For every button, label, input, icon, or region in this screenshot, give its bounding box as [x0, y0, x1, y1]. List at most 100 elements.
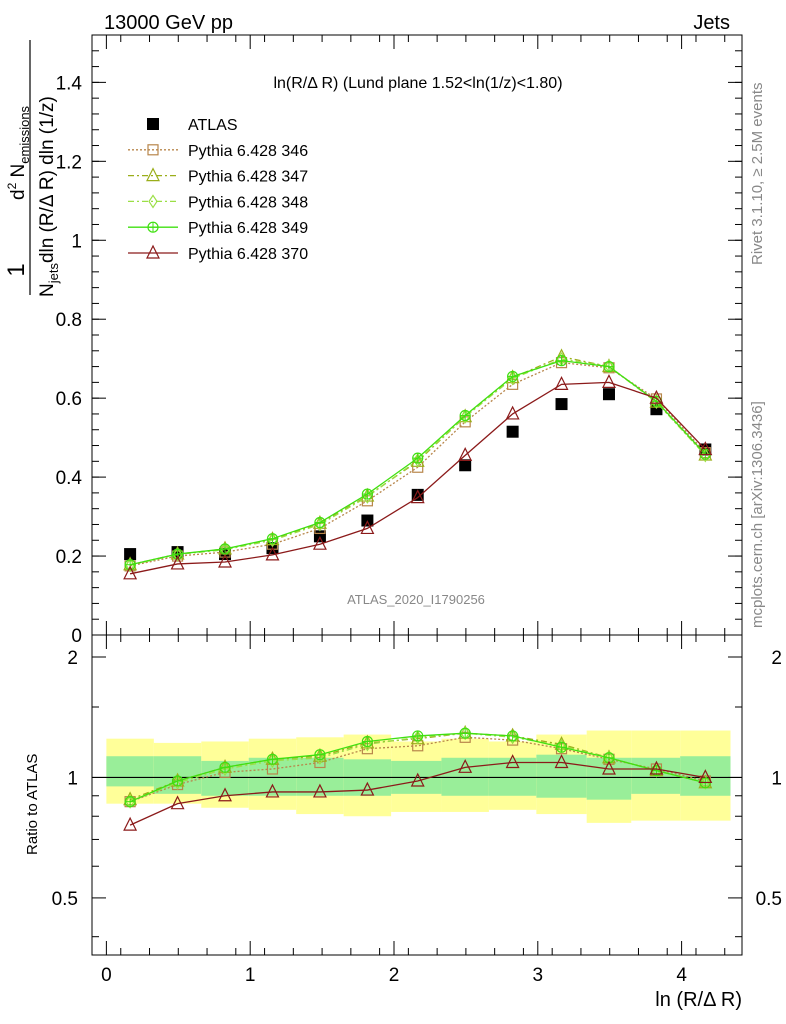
band-inner	[488, 757, 537, 796]
data-point	[170, 555, 185, 570]
series-5	[123, 374, 713, 580]
ratio-tick-label-right: 1	[771, 768, 782, 789]
data-point	[649, 389, 664, 404]
data-point	[602, 374, 616, 388]
legend-label: Pythia 6.428 348	[188, 194, 308, 211]
svg-text:Njetsdln (R/Δ R) dln (1/z): Njetsdln (R/Δ R) dln (1/z)	[37, 96, 61, 297]
ratio-tick-label-right: 0.5	[756, 889, 782, 910]
legend-entry: Pythia 6.428 346	[128, 143, 308, 160]
ratio-plot-frame	[91, 634, 743, 956]
data-point	[458, 758, 473, 773]
data-point	[700, 775, 711, 790]
band-inner	[441, 757, 489, 796]
ratio-tick-label: 2	[67, 648, 78, 669]
ratio-series-4	[123, 754, 713, 831]
data-point	[265, 783, 280, 798]
data-point	[604, 750, 614, 765]
y-tick-label: 1	[71, 231, 82, 252]
ratio-axes: 0 1 2 3 4 0.5 0.5 1 1 2 2	[52, 35, 782, 986]
y-tick-label: 1.4	[56, 73, 83, 94]
mcplots-source-label: mcplots.cern.ch [arXiv:1306.3436]	[749, 401, 766, 628]
data-point	[362, 489, 373, 504]
analysis-watermark: ATLAS_2020_I1790256	[347, 592, 485, 607]
legend-entry: Pythia 6.428 349	[128, 220, 308, 237]
y-tick-label: 0	[71, 626, 82, 647]
data-point	[148, 194, 158, 209]
ratio-tick-label: 1	[67, 768, 78, 789]
series-1	[124, 357, 711, 572]
legend-label: Pythia 6.428 347	[188, 169, 308, 186]
x-tick-label: 1	[245, 965, 256, 986]
legend-label: Pythia 6.428 346	[188, 143, 308, 160]
rivet-version-label: Rivet 3.1.10, ≥ 2.5M events	[749, 83, 766, 266]
svg-text:1: 1	[3, 263, 30, 276]
svg-text:d2 Nemissions: d2 Nemissions	[5, 105, 32, 200]
legend-entry: Pythia 6.428 348	[128, 194, 308, 211]
data-point	[218, 787, 232, 802]
x-tick-label: 4	[676, 965, 687, 986]
main-y-axis-label: 1 Njetsdln (R/Δ R) dln (1/z) d2 Nemissio…	[3, 40, 61, 297]
data-point	[124, 548, 137, 561]
series-line	[129, 381, 706, 575]
legend-label: ATLAS	[188, 117, 238, 134]
data-point	[505, 754, 520, 769]
data-point	[172, 547, 183, 562]
data-point	[147, 144, 159, 156]
data-point	[506, 425, 519, 438]
data-point	[312, 535, 327, 550]
data-point	[602, 388, 615, 401]
ratio-uncertainty-bands	[106, 730, 731, 823]
legend: ATLAS Pythia 6.428 346 Pythia 6.428 347 Pyt…	[128, 117, 308, 263]
ratio-series	[123, 724, 713, 831]
series-line	[129, 361, 706, 567]
legend-entry: Pythia 6.428 370	[128, 244, 308, 263]
data-point	[555, 398, 568, 411]
data-point	[123, 816, 138, 831]
ratio-y-axis-label: Ratio to ATLAS	[24, 754, 41, 855]
y-tick-label: 0.2	[56, 547, 82, 568]
data-point	[604, 359, 614, 374]
y-tick-label: 0.8	[56, 310, 82, 331]
y-tick-label: 0.4	[56, 468, 83, 489]
legend-label: Pythia 6.428 349	[188, 220, 308, 237]
legend-entry: Pythia 6.428 347	[128, 167, 308, 186]
data-point	[360, 781, 375, 796]
data-point	[265, 546, 280, 561]
band-inner	[536, 754, 587, 798]
data-point	[147, 118, 159, 130]
header-left: 13000 GeV pp	[104, 12, 233, 34]
data-point	[505, 405, 520, 420]
y-tick-label: 1.2	[56, 152, 82, 173]
main-axes: 0 0.2 0.4 0.6 0.8 1 1.2 1.4	[56, 50, 742, 647]
header-right: Jets	[693, 12, 730, 34]
series-0	[124, 388, 712, 561]
series-4	[124, 355, 711, 571]
data-point	[602, 760, 616, 775]
band-inner	[106, 756, 154, 787]
main-chart-title: ln(R/Δ R) (Lund plane 1.52<ln(1/z)<1.80)	[273, 75, 562, 92]
ratio-tick-label-right: 2	[771, 648, 782, 669]
y-tick-label: 0.6	[56, 389, 82, 410]
data-point	[698, 441, 713, 456]
data-point	[218, 553, 232, 568]
data-point	[698, 769, 713, 784]
data-point	[460, 409, 470, 424]
x-tick-label: 3	[533, 965, 544, 986]
data-point	[459, 459, 472, 472]
data-point	[315, 750, 325, 765]
x-tick-label: 0	[101, 965, 112, 986]
data-point	[360, 520, 375, 535]
data-point	[146, 167, 160, 182]
data-point	[125, 794, 135, 809]
data-point	[554, 376, 569, 390]
ratio-tick-label: 0.5	[52, 889, 78, 910]
data-point	[410, 489, 425, 504]
data-point	[460, 726, 470, 741]
legend-entry: ATLAS	[147, 117, 238, 134]
x-tick-label: 2	[389, 965, 400, 986]
data-point	[554, 754, 569, 769]
x-axis-label: ln (R/Δ R)	[655, 989, 742, 1011]
data-point	[649, 760, 664, 775]
data-point	[125, 558, 135, 573]
